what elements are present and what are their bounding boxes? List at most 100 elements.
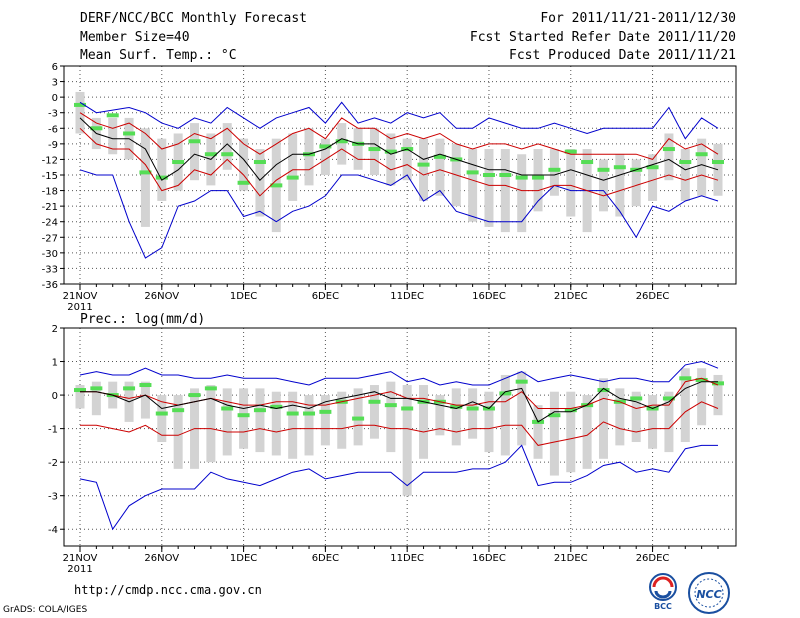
prec-box	[664, 391, 674, 453]
prec-median-bar	[270, 404, 283, 409]
temp-y-tick-label: -33	[42, 264, 58, 275]
temp-y-tick-label: -9	[48, 140, 58, 151]
temp-x-tick-label: 26DEC	[636, 291, 670, 302]
temp-median-bar	[204, 152, 217, 157]
temp-median-bar	[679, 160, 692, 165]
temp-median-bar	[417, 162, 430, 167]
prec-box	[75, 385, 85, 409]
prec-y-tick-label: -4	[48, 525, 58, 536]
prec-median-bar	[695, 377, 708, 382]
temp-box	[566, 149, 576, 217]
temp-y-tick-label: -21	[42, 202, 58, 213]
temp-box	[631, 159, 641, 207]
temp-box	[337, 123, 347, 165]
temp-median-bar	[221, 152, 234, 157]
prec-median-bar	[123, 386, 136, 391]
temp-median-bar	[499, 173, 512, 177]
prec-median-bar	[597, 388, 610, 393]
grads-credit: GrADS: COLA/IGES	[3, 605, 88, 615]
prec-box	[468, 388, 478, 439]
temp-y-tick-label: -3	[48, 109, 58, 120]
bcc-logo: BCC	[649, 573, 677, 610]
source-url[interactable]: http://cmdp.ncc.cma.gov.cn	[74, 583, 262, 597]
temp-box	[533, 149, 543, 212]
prec-box	[222, 388, 232, 456]
start-date: Fcst Started Refer Date 2011/11/20	[469, 30, 736, 45]
temp-box	[304, 128, 314, 186]
prec-x-tick-label: 26NOV	[144, 553, 179, 564]
prec-box	[713, 374, 723, 416]
temp-box	[402, 138, 412, 181]
temp-max-line	[79, 101, 719, 140]
prec-x-year-label: 2011	[67, 564, 92, 575]
prec-x-tick-label: 6DEC	[312, 553, 339, 564]
temp-x-tick-label: 11DEC	[390, 291, 424, 302]
prec-median-bar	[712, 381, 724, 386]
prec-box	[337, 391, 347, 449]
prec-box	[549, 391, 559, 476]
temp-x-tick-label: 21DEC	[554, 291, 588, 302]
temp-min-line	[79, 169, 719, 259]
temp-box	[549, 149, 559, 196]
prec-box	[288, 391, 298, 459]
temp-x-year-label: 2011	[67, 302, 92, 313]
temp-box	[140, 128, 150, 227]
temp-median-bar	[123, 131, 136, 136]
temp-x-tick-label: 6DEC	[312, 291, 339, 302]
temp-upper-line	[79, 112, 719, 160]
temp-box	[239, 138, 249, 191]
temp-median-bar	[172, 160, 185, 165]
temp-box	[255, 149, 265, 217]
temp-median-bar	[155, 175, 168, 180]
temp-median-bar	[433, 154, 446, 159]
prec-box	[173, 395, 183, 469]
prec-lower-line	[80, 401, 719, 446]
prec-median-bar	[237, 413, 250, 418]
variable-label: Mean Surf. Temp.: °C	[80, 48, 237, 63]
prec-median-bar	[74, 388, 86, 393]
temp-y-tick-label: -36	[42, 280, 58, 291]
prec-median-bar	[515, 379, 528, 384]
prec-y-tick-label: -2	[48, 458, 58, 469]
temp-median-bar	[139, 170, 152, 175]
prec-box	[484, 391, 494, 453]
prec-box	[517, 371, 527, 446]
prec-box	[500, 374, 510, 456]
ncc-logo-text: NCC	[696, 588, 721, 601]
produced-date: Fcst Produced Date 2011/11/21	[509, 48, 736, 63]
prec-median-bar	[90, 386, 103, 391]
temp-y-tick-label: -18	[42, 187, 58, 198]
temp-median-bar	[597, 167, 610, 172]
temp-box	[190, 123, 200, 181]
prec-median-bar	[384, 403, 397, 408]
temp-box	[468, 149, 478, 222]
prec-box	[566, 391, 576, 473]
prec-median-bar	[221, 406, 234, 411]
prec-box	[533, 405, 543, 459]
temp-median-bar	[270, 183, 283, 188]
prec-box	[239, 388, 249, 449]
temp-box	[320, 138, 330, 175]
prec-x-tick-label: 26DEC	[636, 553, 670, 564]
temp-box	[419, 138, 429, 201]
prec-box	[648, 395, 658, 449]
prec-mean-line	[80, 381, 718, 423]
prec-median-bar	[204, 386, 217, 391]
temp-median-bar	[532, 175, 545, 180]
temp-median-bar	[106, 113, 119, 118]
prec-median-bar	[630, 396, 643, 401]
temp-median-bar	[662, 147, 675, 152]
temp-x-tick-label: 1DEC	[230, 291, 257, 302]
prec-y-tick-label: -1	[48, 425, 58, 436]
temp-median-bar	[237, 180, 250, 185]
temp-y-tick-label: -6	[48, 124, 58, 135]
prec-box	[598, 378, 608, 459]
temp-x-tick-label: 26NOV	[144, 291, 179, 302]
prec-median-bar	[401, 406, 414, 411]
temp-mean-line	[79, 117, 719, 181]
prec-box	[304, 395, 314, 456]
prec-median-bar	[319, 409, 332, 414]
prec-box	[419, 385, 429, 459]
temp-box	[369, 128, 379, 175]
prec-median-bar	[679, 376, 692, 381]
